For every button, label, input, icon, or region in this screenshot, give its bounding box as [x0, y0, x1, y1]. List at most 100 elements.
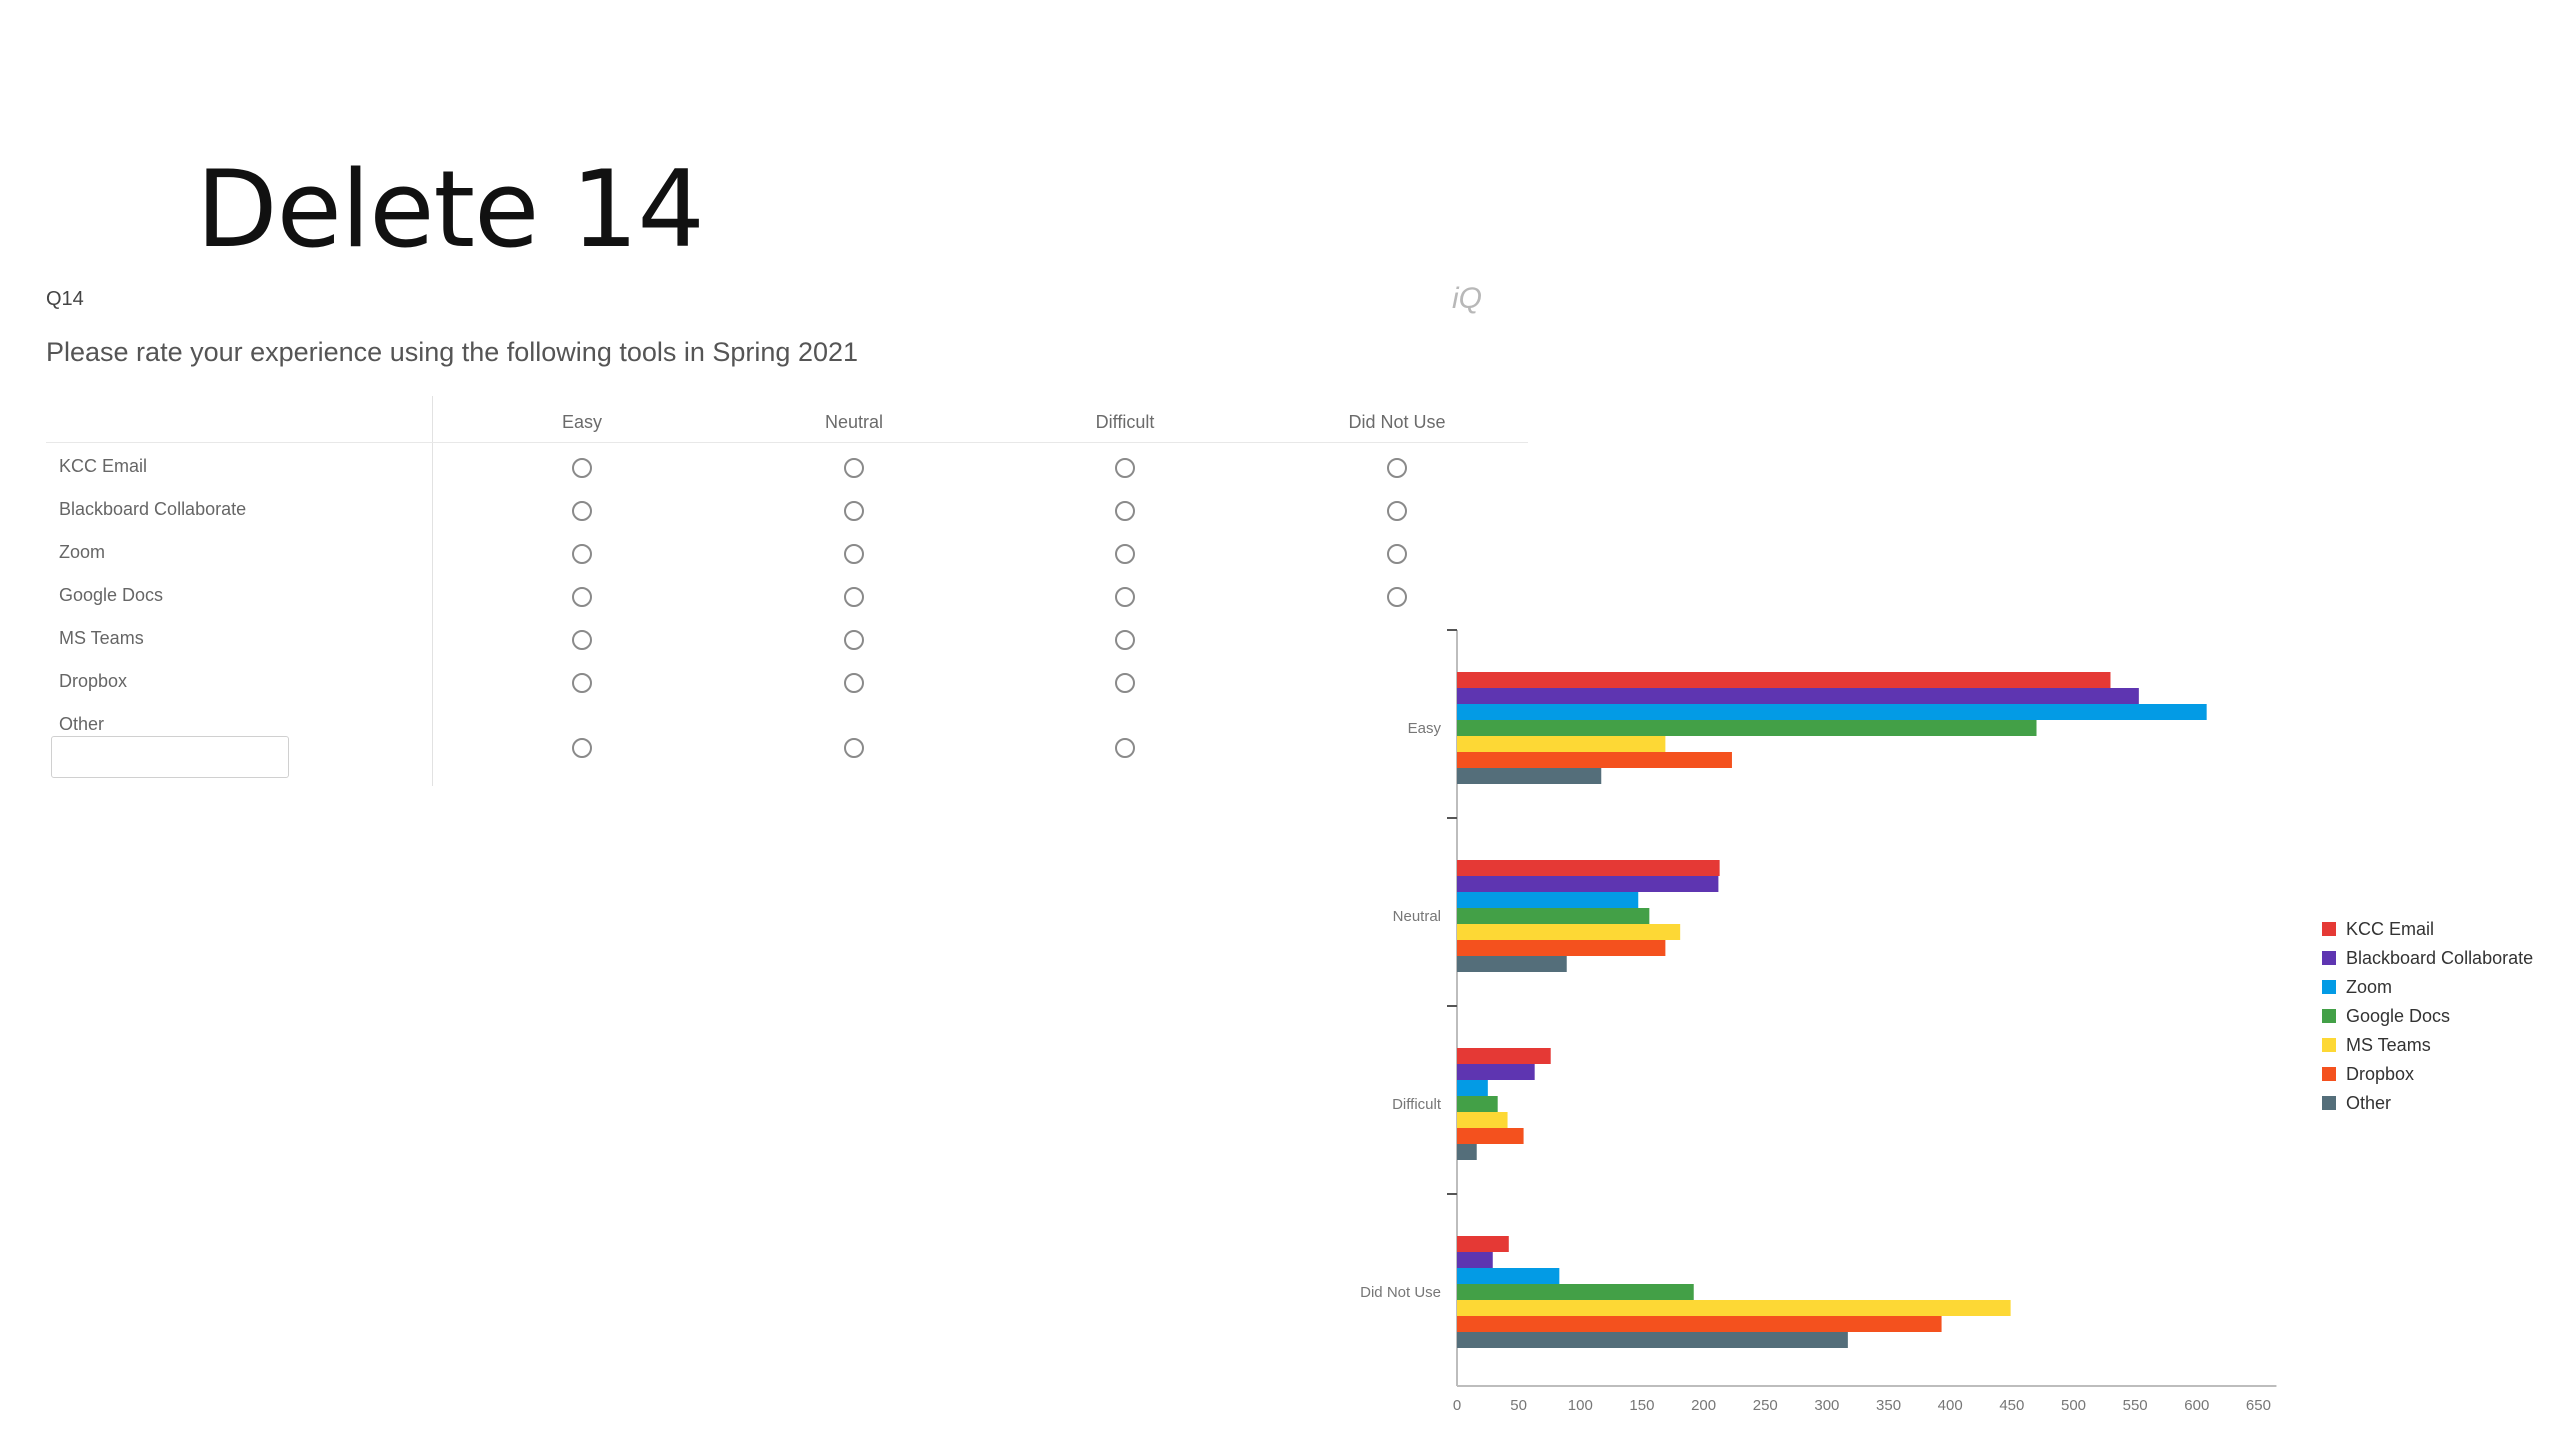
bar-other-easy: [1457, 768, 1602, 784]
legend-swatch-ms-teams: [2322, 1038, 2336, 1052]
radio-zoom-neutral[interactable]: [844, 544, 864, 564]
radio-kcc-email-difficult[interactable]: [1115, 458, 1135, 478]
x-tick-label-300: 300: [1814, 1397, 1839, 1414]
bar-zoom-easy: [1457, 704, 2207, 720]
bar-kcc-email-did-not-use: [1457, 1236, 1509, 1252]
row-label-ms-teams: MS Teams: [59, 628, 144, 648]
radio-google-docs-easy[interactable]: [572, 587, 592, 607]
question-number: Q14: [46, 288, 84, 310]
radio-ms-teams-easy[interactable]: [572, 630, 592, 650]
legend-label-blackboard-collaborate: Blackboard Collaborate: [2346, 948, 2533, 968]
row-label-blackboard-collaborate: Blackboard Collaborate: [59, 499, 247, 519]
legend-label-other: Other: [2346, 1093, 2391, 1113]
x-tick-label-0: 0: [1453, 1397, 1461, 1414]
radio-zoom-did-not-use[interactable]: [1387, 544, 1407, 564]
x-tick-label-200: 200: [1691, 1397, 1716, 1414]
bar-dropbox-did-not-use: [1457, 1316, 1942, 1332]
x-tick-label-250: 250: [1753, 1397, 1778, 1414]
slide-title: Delete 14: [196, 148, 705, 271]
legend-label-google-docs: Google Docs: [2346, 1006, 2450, 1026]
category-label-easy: Easy: [1408, 720, 1442, 737]
bar-other-did-not-use: [1457, 1332, 1848, 1348]
bar-dropbox-neutral: [1457, 940, 1666, 956]
bar-zoom-did-not-use: [1457, 1268, 1560, 1284]
legend-swatch-other: [2322, 1096, 2336, 1110]
bar-google-docs-neutral: [1457, 908, 1650, 924]
matrix-header-divider: [46, 442, 1528, 443]
radio-dropbox-difficult[interactable]: [1115, 673, 1135, 693]
question-text: Please rate your experience using the fo…: [46, 337, 859, 367]
bar-ms-teams-difficult: [1457, 1112, 1508, 1128]
category-label-difficult: Difficult: [1392, 1096, 1442, 1113]
row-label-kcc-email: KCC Email: [59, 456, 148, 476]
bar-google-docs-difficult: [1457, 1096, 1498, 1112]
radio-other-difficult[interactable]: [1115, 738, 1135, 758]
matrix-divider: [432, 396, 433, 786]
x-tick-label-550: 550: [2123, 1397, 2148, 1414]
bar-ms-teams-neutral: [1457, 924, 1681, 940]
x-tick-label-50: 50: [1510, 1397, 1527, 1414]
row-label-dropbox: Dropbox: [59, 671, 128, 691]
iq-logo-icon: iQ: [1452, 282, 1482, 315]
bar-blackboard-collaborate-easy: [1457, 688, 2139, 704]
column-header-easy: Easy: [561, 412, 603, 432]
bar-dropbox-easy: [1457, 752, 1732, 768]
bar-google-docs-did-not-use: [1457, 1284, 1694, 1300]
radio-blackboard-collaborate-neutral[interactable]: [844, 501, 864, 521]
question-matrix: Easy Neutral Difficult Did Not Use KCC E…: [46, 396, 1528, 786]
legend-swatch-blackboard-collaborate: [2322, 951, 2336, 965]
radio-kcc-email-neutral[interactable]: [844, 458, 864, 478]
row-label-google-docs: Google Docs: [59, 585, 164, 605]
radio-other-neutral[interactable]: [844, 738, 864, 758]
bar-ms-teams-easy: [1457, 736, 1666, 752]
bar-other-neutral: [1457, 956, 1567, 972]
radio-ms-teams-neutral[interactable]: [844, 630, 864, 650]
bar-zoom-difficult: [1457, 1080, 1488, 1096]
radio-zoom-easy[interactable]: [572, 544, 592, 564]
x-tick-label-100: 100: [1568, 1397, 1593, 1414]
bar-zoom-neutral: [1457, 892, 1639, 908]
x-tick-label-650: 650: [2246, 1397, 2271, 1414]
legend-label-dropbox: Dropbox: [2346, 1064, 2414, 1084]
radio-other-easy[interactable]: [572, 738, 592, 758]
column-header-did-not-use: Did Not Use: [1348, 412, 1446, 432]
bar-blackboard-collaborate-difficult: [1457, 1064, 1535, 1080]
legend-swatch-kcc-email: [2322, 922, 2336, 936]
legend-swatch-dropbox: [2322, 1067, 2336, 1081]
radio-zoom-difficult[interactable]: [1115, 544, 1135, 564]
bar-blackboard-collaborate-did-not-use: [1457, 1252, 1493, 1268]
legend-label-ms-teams: MS Teams: [2346, 1035, 2431, 1055]
x-tick-label-600: 600: [2184, 1397, 2209, 1414]
x-tick-label-350: 350: [1876, 1397, 1901, 1414]
radio-google-docs-neutral[interactable]: [844, 587, 864, 607]
bar-ms-teams-did-not-use: [1457, 1300, 2011, 1316]
column-header-difficult: Difficult: [1095, 412, 1155, 432]
category-label-did-not-use: Did Not Use: [1360, 1284, 1441, 1301]
bar-dropbox-difficult: [1457, 1128, 1524, 1144]
radio-ms-teams-difficult[interactable]: [1115, 630, 1135, 650]
radio-blackboard-collaborate-difficult[interactable]: [1115, 501, 1135, 521]
radio-blackboard-collaborate-easy[interactable]: [572, 501, 592, 521]
radio-kcc-email-easy[interactable]: [572, 458, 592, 478]
radio-google-docs-difficult[interactable]: [1115, 587, 1135, 607]
category-label-neutral: Neutral: [1393, 908, 1441, 925]
radio-dropbox-easy[interactable]: [572, 673, 592, 693]
bar-kcc-email-difficult: [1457, 1048, 1551, 1064]
radio-blackboard-collaborate-did-not-use[interactable]: [1387, 501, 1407, 521]
radio-kcc-email-did-not-use[interactable]: [1387, 458, 1407, 478]
radio-google-docs-did-not-use[interactable]: [1387, 587, 1407, 607]
column-header-neutral: Neutral: [824, 412, 884, 432]
x-tick-label-150: 150: [1629, 1397, 1654, 1414]
legend-label-zoom: Zoom: [2346, 977, 2392, 997]
other-text-input[interactable]: [51, 736, 289, 778]
x-tick-label-500: 500: [2061, 1397, 2086, 1414]
legend-swatch-google-docs: [2322, 1009, 2336, 1023]
x-tick-label-400: 400: [1938, 1397, 1963, 1414]
legend-label-kcc-email: KCC Email: [2346, 919, 2434, 939]
bar-google-docs-easy: [1457, 720, 2037, 736]
legend-swatch-zoom: [2322, 980, 2336, 994]
bar-other-difficult: [1457, 1144, 1477, 1160]
x-tick-label-450: 450: [1999, 1397, 2024, 1414]
radio-dropbox-neutral[interactable]: [844, 673, 864, 693]
